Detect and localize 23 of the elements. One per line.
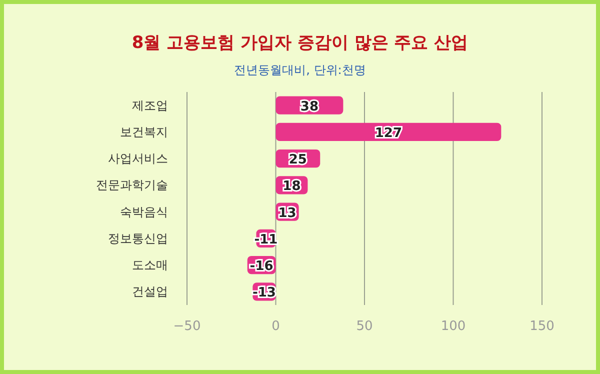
y-tick-label: 사업서비스: [108, 152, 168, 166]
data-label: 38: [300, 99, 319, 114]
data-label: 127: [374, 126, 402, 141]
y-tick-label: 제조업: [132, 98, 168, 112]
data-label: -16: [250, 259, 274, 274]
y-tick-label: 보건복지: [120, 124, 168, 139]
x-tick-label: 100: [440, 319, 466, 334]
x-tick-label: −50: [173, 319, 201, 334]
y-tick-label: 전문과학기술: [96, 178, 168, 192]
chart-title: 8월 고용보험 가입자 증감이 많은 주요 산업: [132, 33, 468, 53]
x-tick-label: 0: [272, 319, 280, 334]
y-tick-label: 건설업: [132, 284, 168, 299]
data-label: 13: [278, 206, 296, 221]
chart-subtitle: 전년동월대비, 단위:천명: [234, 63, 366, 77]
y-tick-label: 도소매: [132, 258, 168, 272]
x-tick-label: 50: [356, 319, 373, 334]
y-tick-label: 정보통신업: [108, 231, 168, 246]
y-tick-label: 숙박음식: [120, 204, 168, 219]
data-label: 25: [288, 152, 307, 168]
x-tick-label: 150: [530, 319, 554, 334]
bar: [276, 122, 502, 141]
data-label: 18: [282, 179, 301, 194]
data-label: -13: [252, 286, 276, 301]
